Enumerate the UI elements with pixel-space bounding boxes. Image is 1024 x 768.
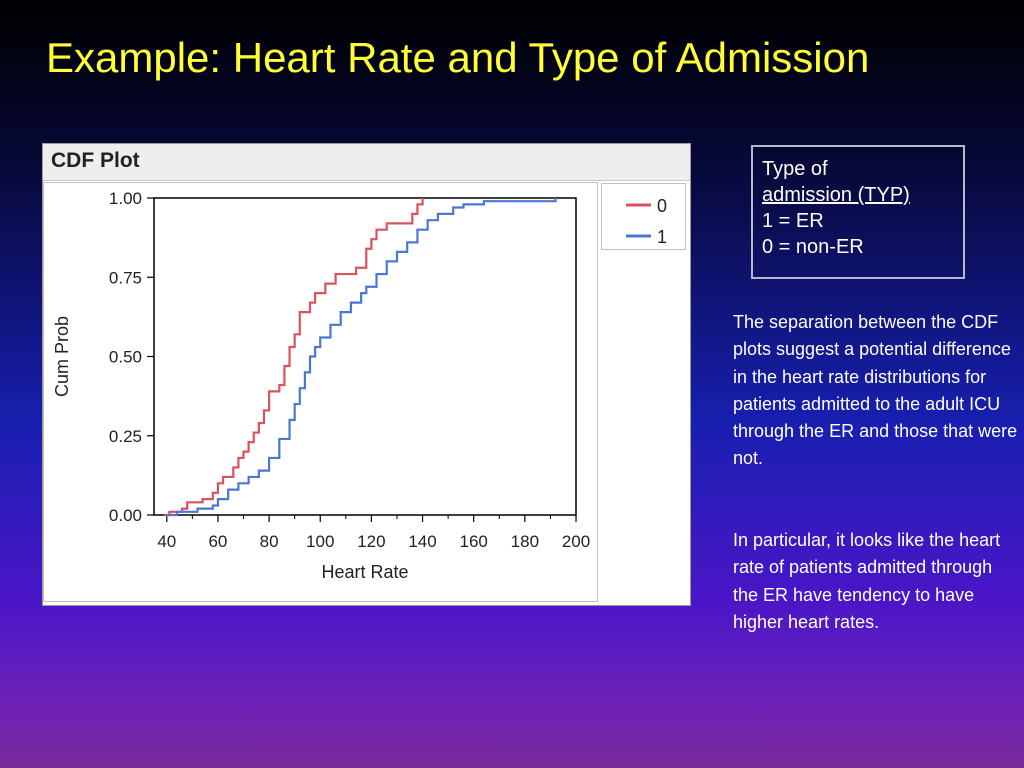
chart-header: CDF Plot	[43, 144, 690, 181]
x-axis-label: Heart Rate	[321, 562, 408, 582]
x-tick-label: 160	[460, 532, 488, 551]
chart-title: CDF Plot	[51, 149, 140, 172]
slide-title: Example: Heart Rate and Type of Admissio…	[46, 34, 870, 81]
info-line-er: 1 = ER	[762, 210, 824, 232]
x-tick-label: 60	[208, 532, 227, 551]
description-paragraph-2: In particular, it looks like the heart r…	[733, 530, 1001, 632]
x-tick-label: 200	[562, 532, 590, 551]
legend-label-1: 1	[657, 227, 667, 247]
info-line-type-of: Type of	[762, 158, 828, 180]
info-line-non-er: 0 = non-ER	[762, 236, 864, 258]
legend-label-0: 0	[657, 196, 667, 216]
cdf-chart: 40 60 80 100 120 140 160 180 200 0.00 0.25 0.50 0.75…	[52, 189, 667, 582]
y-tick-label: 0.00	[109, 506, 142, 525]
x-tick-label: 120	[357, 532, 385, 551]
y-tick-label: 0.50	[109, 348, 142, 367]
x-tick-label: 140	[408, 532, 436, 551]
info-line-admission-typ: admission (TYP)	[762, 184, 910, 206]
x-tick-label: 100	[306, 532, 334, 551]
y-tick-label: 1.00	[109, 189, 142, 208]
cdf-plot-panel: CDF Plot 40 60 80 100 120 140 160 180 200 0.00 0.2…	[42, 143, 691, 606]
x-tick-label: 40	[157, 532, 176, 551]
y-tick-label: 0.75	[109, 268, 142, 287]
x-tick-label: 80	[260, 532, 279, 551]
plot-frame	[43, 182, 598, 602]
y-axis-label: Cum Prob	[52, 316, 72, 397]
legend-frame	[601, 183, 686, 250]
description-paragraph-1: The separation between the CDF plots sug…	[733, 312, 1018, 469]
series-line-1	[166, 198, 557, 517]
plot-area-border	[153, 197, 577, 516]
series-line-0	[164, 198, 424, 517]
admission-type-legend-box: Type of admission (TYP) 1 = ER 0 = non-E…	[751, 145, 965, 279]
x-tick-label: 180	[511, 532, 539, 551]
y-tick-label: 0.25	[109, 427, 142, 446]
